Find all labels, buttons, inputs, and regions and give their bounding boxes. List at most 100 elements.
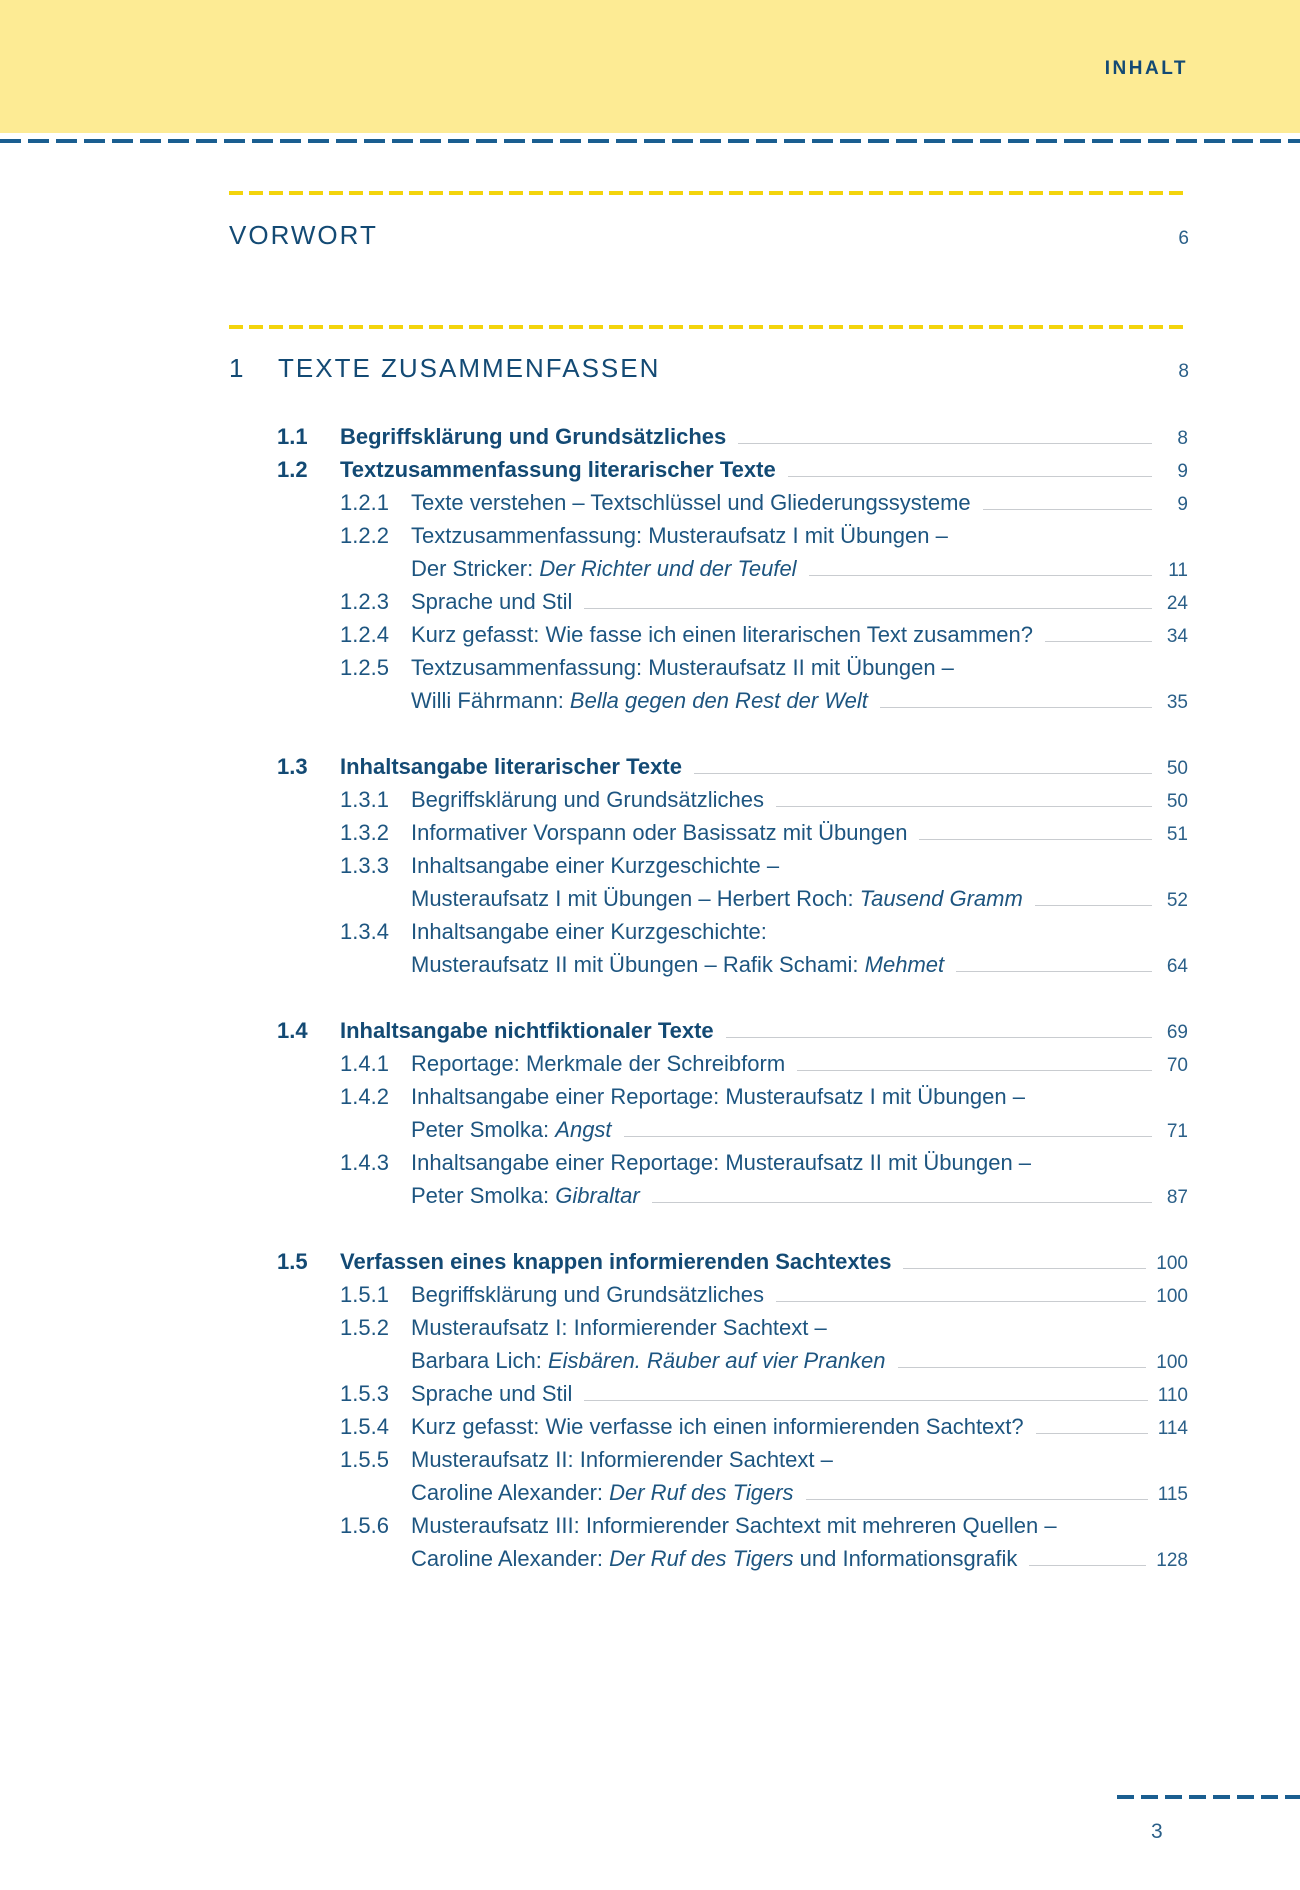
entry-title: Musteraufsatz I mit Übungen – Herbert Ro… [411,882,1023,915]
toc-entry[interactable]: 1.5.3 Sprache und Stil 110 [277,1377,1188,1410]
entry-title: Sprache und Stil [411,585,572,618]
leader-line [956,970,1152,972]
entry-title: Der Stricker: Der Richter und der Teufel [411,552,797,585]
toc-entry[interactable]: 1.3.3 Inhaltsangabe einer Kurzgeschichte … [277,849,1188,882]
leader-line [787,475,1152,477]
toc-entry[interactable]: 1.1 Begriffsklärung und Grundsätzliches 8 [277,420,1188,453]
table-of-contents: 1.1 Begriffsklärung und Grundsätzliches 8 1… [277,420,1188,1575]
toc-entry[interactable]: 1.4.1 Reportage: Merkmale der Schreibform… [277,1047,1188,1080]
entry-title-italic: Der Richter und der Teufel [539,556,797,581]
entry-page: 128 [1156,1550,1188,1571]
toc-entry[interactable]: Caroline Alexander: Der Ruf des Tigers u… [277,1542,1188,1575]
toc-entry[interactable]: Barbara Lich: Eisbären. Räuber auf vier … [277,1344,1188,1377]
entry-page: 51 [1166,824,1188,845]
leader-line [776,805,1152,807]
toc-entry[interactable]: Caroline Alexander: Der Ruf des Tigers 11… [277,1476,1188,1509]
toc-entry[interactable]: 1.4.2 Inhaltsangabe einer Reportage: Must… [277,1080,1188,1113]
toc-entry[interactable]: 1.2.2 Textzusammenfassung: Musteraufsatz … [277,519,1188,552]
entry-title: Peter Smolka: Gibraltar [411,1179,640,1212]
entry-page: 34 [1166,626,1188,647]
entry-title-text: Musteraufsatz I mit Übungen – Herbert Ro… [411,886,860,911]
entry-title-text: Begriffsklärung und Grundsätzliches [411,1282,765,1307]
entry-page: 71 [1166,1121,1188,1142]
entry-title-text: Barbara Lich: [411,1348,548,1373]
entry-page: 100 [1156,1286,1188,1307]
entry-title-text: Sprache und Stil [411,1381,573,1406]
entry-title: Kurz gefasst: Wie fasse ich einen litera… [411,618,1033,651]
header-title: INHALT [1104,58,1188,79]
leader-line [584,607,1152,609]
toc-entry[interactable]: 1.2.1 Texte verstehen – Textschlüssel und… [277,486,1188,519]
toc-entry[interactable]: 1.3.1 Begriffsklärung und Grundsätzliches… [277,783,1188,816]
toc-entry[interactable]: Peter Smolka: Angst 71 [277,1113,1188,1146]
chapter-title: TEXTE ZUSAMMENFASSEN [278,353,661,383]
entry-title-text: Peter Smolka: [411,1183,556,1208]
entry-page: 50 [1166,758,1188,779]
toc-entry[interactable]: Willi Fährmann: Bella gegen den Rest der… [277,684,1188,717]
entry-title: Textzusammenfassung: Musteraufsatz I mit… [411,519,948,552]
toc-entry[interactable]: 1.5.6 Musteraufsatz III: Informierender S… [277,1509,1188,1542]
entry-title: Musteraufsatz III: Informierender Sachte… [411,1509,1057,1542]
entry-page: 24 [1166,593,1188,614]
entry-page: 9 [1177,494,1188,515]
toc-entry[interactable]: 1.5 Verfassen eines knappen informierende… [277,1245,1188,1278]
toc-entry[interactable]: 1.2.4 Kurz gefasst: Wie fasse ich einen l… [277,618,1188,651]
entry-number: 1.2.3 [340,589,389,614]
leader-line [919,838,1152,840]
entry-title-text: Verfassen eines knappen informierenden S… [340,1249,892,1274]
leader-line [805,1498,1148,1500]
toc-entry[interactable]: 1.3.2 Informativer Vorspann oder Basissat… [277,816,1188,849]
entry-page: 100 [1156,1352,1188,1373]
entry-page: 100 [1156,1253,1188,1274]
entry-title-text: Inhaltsangabe nichtfiktionaler Texte [340,1018,714,1043]
entry-title: Reportage: Merkmale der Schreibform [411,1047,785,1080]
page-number: 3 [1151,1820,1163,1843]
toc-entry-chapter-1[interactable]: 1 TEXTE ZUSAMMENFASSEN 8 [229,353,1189,384]
toc-entry[interactable]: 1.5.2 Musteraufsatz I: Informierender Sac… [277,1311,1188,1344]
leader-line [1034,904,1152,906]
entry-title: Barbara Lich: Eisbären. Räuber auf vier … [411,1344,886,1377]
entry-title: Inhaltsangabe einer Reportage: Musterauf… [411,1146,1031,1179]
toc-entry[interactable]: Musteraufsatz II mit Übungen – Rafik Sch… [277,948,1188,981]
entry-number: 1.2.2 [340,523,389,548]
entry-title-text: Textzusammenfassung literarischer Texte [340,457,776,482]
toc-entry[interactable]: 1.5.5 Musteraufsatz II: Informierender Sa… [277,1443,1188,1476]
section-divider [229,191,1189,195]
entry-number: 1.3.4 [340,919,389,944]
entry-title-text: Inhaltsangabe einer Reportage: Musterauf… [411,1150,1032,1175]
toc-entry[interactable]: 1.4.3 Inhaltsangabe einer Reportage: Must… [277,1146,1188,1179]
toc-entry[interactable]: 1.2 Textzusammenfassung literarischer Tex… [277,453,1188,486]
toc-entry-vorwort[interactable]: VORWORT 6 [229,220,1189,251]
toc-entry[interactable]: Peter Smolka: Gibraltar 87 [277,1179,1188,1212]
vorwort-page: 6 [1178,228,1189,249]
toc-entry[interactable]: 1.4 Inhaltsangabe nichtfiktionaler Texte 6… [277,1014,1188,1047]
entry-page: 35 [1166,692,1188,713]
toc-entry[interactable]: 1.2.3 Sprache und Stil 24 [277,585,1188,618]
entry-title-text: Texte verstehen – Textschlüssel und Glie… [411,490,971,515]
toc-entry[interactable]: 1.5.1 Begriffsklärung und Grundsätzliches… [277,1278,1188,1311]
toc-entry[interactable]: 1.3.4 Inhaltsangabe einer Kurzgeschichte: [277,915,1188,948]
entry-number: 1.2.5 [340,655,389,680]
section-divider [229,325,1189,329]
leader-line [725,1036,1152,1038]
entry-title-italic: Tausend Gramm [859,886,1023,911]
toc-entry[interactable]: 1.5.4 Kurz gefasst: Wie verfasse ich eine… [277,1410,1188,1443]
toc-entry[interactable]: Musteraufsatz I mit Übungen – Herbert Ro… [277,882,1188,915]
entry-title-text: Inhaltsangabe einer Reportage: Musterauf… [411,1084,1025,1109]
header-band: INHALT [0,0,1300,133]
leader-line [1029,1564,1147,1566]
toc-entry[interactable]: Der Stricker: Der Richter und der Teufel… [277,552,1188,585]
entry-title: Inhaltsangabe einer Kurzgeschichte: [411,915,767,948]
leader-line [693,772,1152,774]
toc-entry[interactable]: 1.2.5 Textzusammenfassung: Musteraufsatz … [277,651,1188,684]
entry-page: 52 [1166,890,1188,911]
entry-title: Willi Fährmann: Bella gegen den Rest der… [411,684,868,717]
entry-page: 50 [1166,791,1188,812]
entry-title-text: Kurz gefasst: Wie verfasse ich einen inf… [411,1414,1024,1439]
entry-number: 1.1 [277,424,308,449]
entry-title-text: Textzusammenfassung: Musteraufsatz I mit… [411,523,948,548]
entry-title-text: Textzusammenfassung: Musteraufsatz II mi… [411,655,954,680]
chapter-number: 1 [229,353,244,383]
entry-title-text: Begriffsklärung und Grundsätzliches [340,424,727,449]
toc-entry[interactable]: 1.3 Inhaltsangabe literarischer Texte 50 [277,750,1188,783]
